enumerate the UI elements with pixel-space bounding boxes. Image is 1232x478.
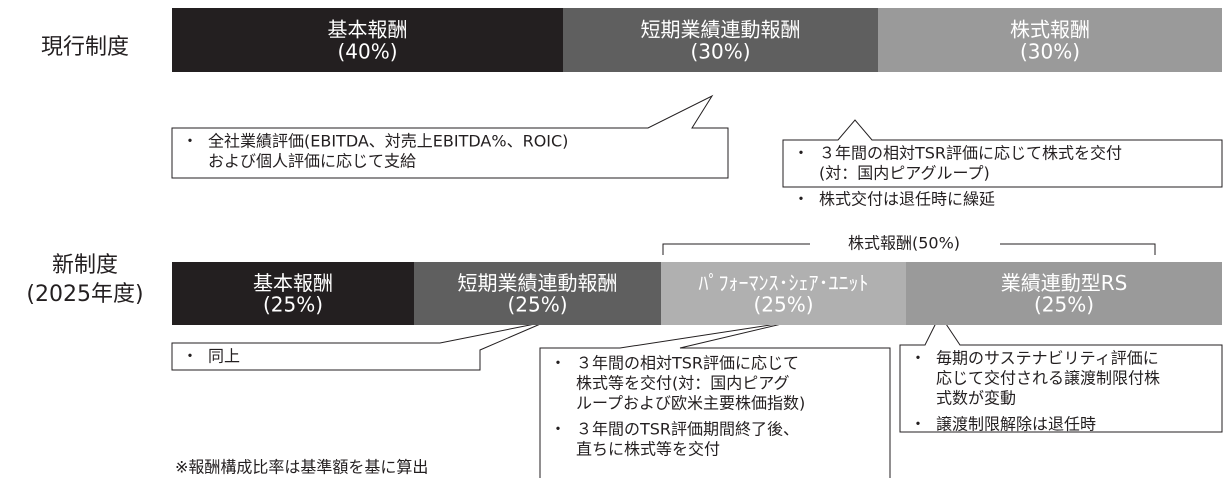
callout-text: および個人評価に応じて支給 [208, 152, 416, 171]
note: ※報酬構成比率は基準額を基に算出 [175, 458, 428, 477]
segment-name: 短期業績連動報酬 [458, 271, 618, 295]
callout-text: 譲渡制限解除は退任時 [936, 415, 1096, 434]
callout-text: (対：国内ピアグループ) [819, 164, 990, 183]
segment-name: 株式報酬 [1010, 18, 1090, 42]
row-label: 新制度 [52, 253, 118, 278]
callout-text: ３年間の相対TSR評価に応じて株式を交付 [819, 144, 1122, 163]
segment [906, 262, 1222, 325]
row-label: (2025年度) [26, 282, 143, 307]
segment-pct: (30%) [690, 39, 750, 63]
segment-name: 短期業績連動報酬 [641, 18, 801, 42]
segment-pct: (30%) [1020, 39, 1080, 63]
callout-text: ループおよび欧米主要株価指数) [576, 394, 805, 413]
segment-pct: (25%) [263, 293, 323, 317]
segment-pct: (40%) [337, 39, 397, 63]
bullet: ・ [793, 190, 809, 209]
callout-box [171, 321, 546, 371]
callout-text: ３年間のTSR評価期間終了後、 [576, 420, 799, 439]
segment [563, 8, 878, 72]
segment [172, 8, 563, 72]
bullet: ・ [182, 347, 198, 366]
segment-name: ﾊﾟﾌｫｰﾏﾝｽ･ｼｪｱ･ﾕﾆｯﾄ [699, 271, 869, 295]
callout-text: 全社業績評価(EBITDA、対売上EBITDA%、ROIC) [208, 132, 568, 151]
callout-text: ３年間の相対TSR評価に応じて [576, 354, 799, 373]
segment-pct: (25%) [1034, 293, 1094, 317]
group-bracket [662, 243, 1156, 255]
callout-text: 応じて交付される譲渡制限付株 [936, 369, 1160, 388]
callout-box [782, 119, 1223, 188]
callout-box [171, 94, 729, 179]
callout-text: 直ちに株式等を交付 [576, 440, 720, 459]
bullet: ・ [550, 354, 566, 373]
bullet: ・ [793, 144, 809, 163]
row-label: 現行制度 [41, 35, 129, 60]
segment [878, 8, 1222, 72]
callout-text: 株式等を交付(対：国内ピアグ [576, 374, 789, 393]
segment [661, 262, 906, 325]
group-label: 株式報酬(50%) [848, 234, 960, 253]
callout-box [899, 314, 1223, 433]
segment-pct: (25%) [753, 293, 813, 317]
segment-name: 基本報酬 [328, 18, 408, 42]
segment-name: 基本報酬 [253, 271, 333, 295]
callout-text: 式数が変動 [936, 389, 1016, 408]
bullet: ・ [910, 349, 926, 368]
bullet: ・ [550, 420, 566, 439]
bullet: ・ [910, 415, 926, 434]
segment [172, 262, 414, 325]
segment-pct: (25%) [507, 293, 567, 317]
callout-text: 株式交付は退任時に繰延 [819, 190, 995, 209]
segment-name: 業績連動型RS [1001, 271, 1128, 295]
bullet: ・ [182, 132, 198, 151]
callout-text: 毎期のサステナビリティ評価に [936, 349, 1159, 368]
callout-text: 同上 [208, 347, 240, 366]
segment [414, 262, 661, 325]
